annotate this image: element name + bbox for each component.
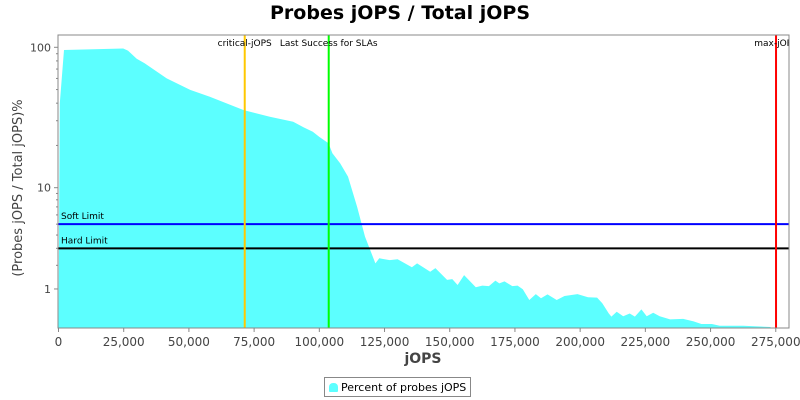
x-tick-label: 50,000 — [168, 335, 210, 349]
legend-label: Percent of probes jOPS — [341, 380, 467, 394]
legend-swatch-icon — [329, 382, 338, 392]
horizontal-marker-label: Soft Limit — [61, 212, 104, 222]
x-tick-label: 0 — [55, 335, 63, 349]
x-tick-label: 25,000 — [103, 335, 145, 349]
plot-frame — [57, 34, 790, 329]
vertical-marker-label: Last Success for SLAs — [280, 39, 378, 49]
vertical-marker-label: critical-jOPS — [218, 39, 272, 49]
y-tick-label: 10 — [37, 182, 51, 195]
x-tick-label: 250,000 — [686, 335, 736, 349]
y-axis-label: (Probes jOPS / Total jOPS)% — [11, 99, 26, 276]
x-tick-label: 75,000 — [233, 335, 275, 349]
x-tick-label: 150,000 — [425, 335, 475, 349]
x-tick-label: 200,000 — [555, 335, 605, 349]
chart-title: Probes jOPS / Total jOPS — [270, 2, 530, 24]
vertical-marker-label: max-jOPS — [754, 39, 798, 49]
x-tick-label: 100,000 — [295, 335, 345, 349]
x-tick-label: 175,000 — [490, 335, 540, 349]
horizontal-marker-label: Hard Limit — [61, 236, 108, 246]
legend: Percent of probes jOPS — [324, 377, 472, 397]
x-tick-label: 125,000 — [360, 335, 410, 349]
x-tick-label: 275,000 — [751, 335, 800, 349]
y-tick-label: 1 — [44, 283, 51, 296]
x-tick-label: 225,000 — [621, 335, 671, 349]
x-axis-label: jOPS — [403, 351, 441, 367]
series-area — [58, 48, 771, 328]
y-tick-label: 100 — [30, 41, 51, 54]
